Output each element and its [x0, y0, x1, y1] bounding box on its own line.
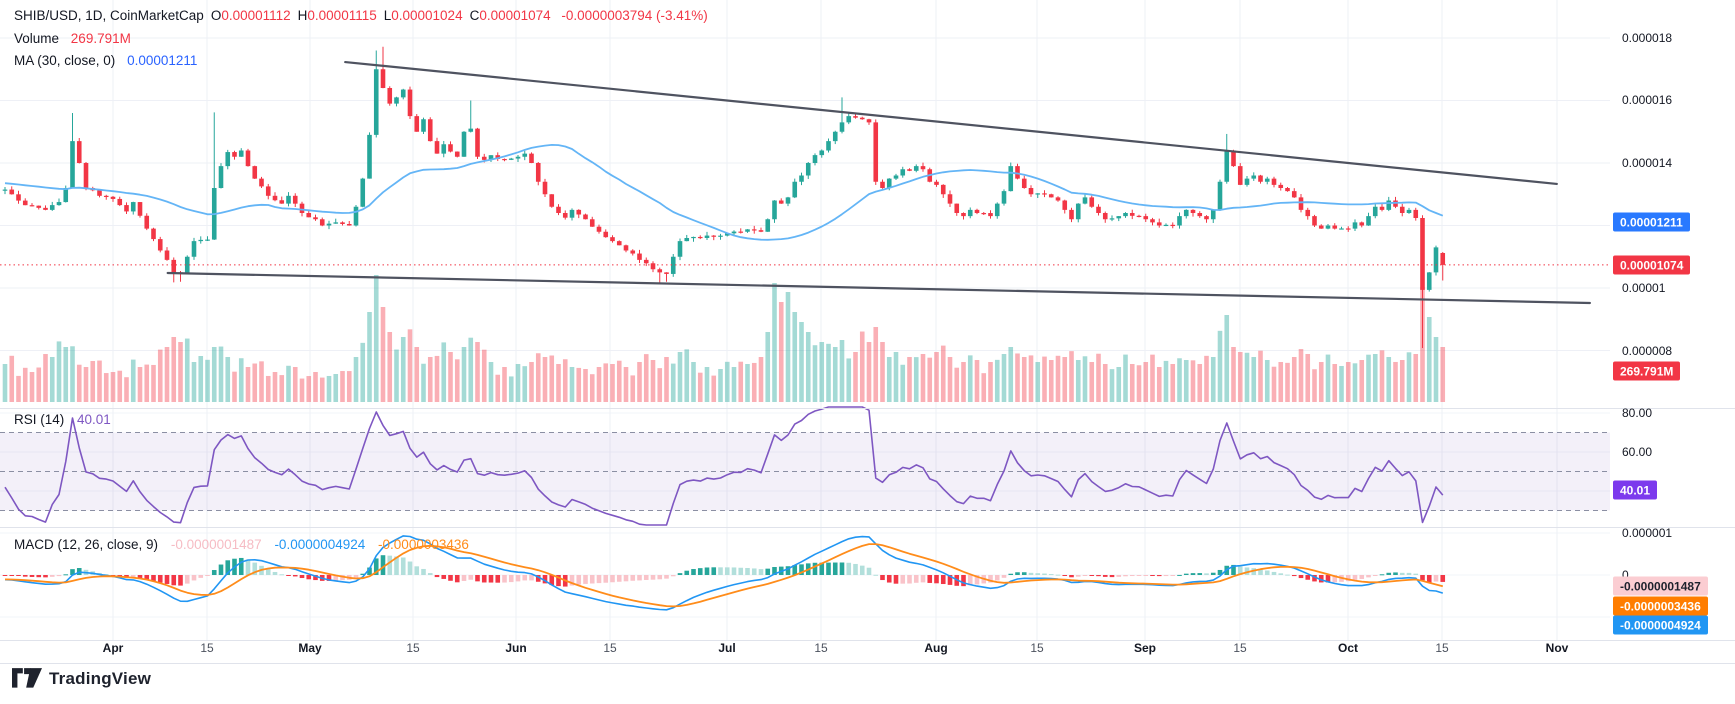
- time-axis-label: Sep: [1133, 641, 1157, 655]
- price-axis-label: 0: [1622, 568, 1629, 582]
- time-axis-label: Jun: [505, 641, 527, 655]
- time-axis-label: 15: [200, 641, 214, 655]
- macd-signal-value: -0.0000003436: [378, 537, 469, 552]
- tradingview-logo-icon: [12, 668, 42, 688]
- price-axis-label: 0.000016: [1622, 93, 1673, 107]
- volume-legend-row: Volume 269.791M: [14, 31, 131, 46]
- price-axis-badge: -0.0000001487: [1613, 576, 1708, 596]
- chart-bottom-border: [0, 663, 1735, 664]
- change-value: -0.0000003794 (-3.41%): [561, 8, 708, 23]
- time-axis-label: Jul: [718, 641, 736, 655]
- volume-label[interactable]: Volume: [14, 31, 60, 46]
- time-axis-label: 15: [603, 641, 617, 655]
- volume-value: 269.791M: [70, 31, 131, 46]
- low-value: 0.00001024: [391, 8, 463, 23]
- price-axis-badge: 40.01: [1613, 480, 1658, 500]
- rsi-label[interactable]: RSI (14): [14, 412, 65, 427]
- time-axis-label: Nov: [1545, 641, 1569, 655]
- macd-legend-row: MACD (12, 26, close, 9) -0.0000001487 -0…: [14, 537, 469, 552]
- pane-separator-time-axis: [0, 640, 1735, 641]
- time-axis-label: 15: [1030, 641, 1044, 655]
- ma-legend-row: MA (30, close, 0) 0.00001211: [14, 53, 197, 68]
- tradingview-logo[interactable]: TradingView: [12, 668, 151, 690]
- open-label: O: [210, 8, 222, 23]
- tradingview-logo-text: TradingView: [49, 669, 152, 688]
- symbol-title[interactable]: SHIB/USD, 1D, CoinMarketCap: [14, 8, 204, 23]
- rsi-value: 40.01: [77, 412, 111, 427]
- time-axis-label: 15: [814, 641, 828, 655]
- time-axis-label: Oct: [1337, 641, 1359, 655]
- time-axis-label: 15: [1435, 641, 1449, 655]
- macd-hist-value: -0.0000001487: [170, 537, 262, 552]
- price-axis-label: 0.000008: [1622, 344, 1673, 358]
- time-axis-label: Apr: [102, 641, 124, 655]
- price-axis-label: 0.000014: [1622, 156, 1673, 170]
- close-label: C: [469, 8, 480, 23]
- price-axis-badge: -0.0000004924: [1613, 615, 1708, 635]
- price-axis-badge: 0.00001211: [1613, 212, 1690, 232]
- time-axis-label: 15: [1233, 641, 1247, 655]
- price-axis-label: 0.000018: [1622, 31, 1673, 45]
- price-axis-label: 0.000001: [1622, 526, 1673, 540]
- time-axis-label: Aug: [924, 641, 948, 655]
- price-axis-badge: -0.0000003436: [1613, 596, 1708, 616]
- high-value: 0.00001115: [307, 8, 377, 23]
- ma-value: 0.00001211: [127, 53, 198, 68]
- close-value: 0.00001074: [479, 8, 551, 23]
- pane-separator-rsi-macd[interactable]: [0, 527, 1735, 528]
- price-axis-badge: 269.791M: [1613, 361, 1681, 381]
- high-label: H: [297, 8, 308, 23]
- open-value: 0.00001112: [221, 8, 291, 23]
- low-label: L: [383, 8, 392, 23]
- time-axis-label: 15: [406, 641, 420, 655]
- time-axis-label: May: [298, 641, 322, 655]
- rsi-legend-row: RSI (14) 40.01: [14, 412, 111, 427]
- macd-label[interactable]: MACD (12, 26, close, 9): [14, 537, 159, 552]
- price-axis-label: 80.00: [1622, 406, 1653, 420]
- macd-line-value: -0.0000004924: [274, 537, 366, 552]
- ma-label[interactable]: MA (30, close, 0): [14, 53, 116, 68]
- price-axis-label: 60.00: [1622, 445, 1653, 459]
- symbol-legend-row: SHIB/USD, 1D, CoinMarketCap O0.00001112 H0…: [14, 8, 708, 23]
- pane-separator-volume-rsi[interactable]: [0, 408, 1735, 409]
- price-axis-badge: 0.00001074: [1613, 255, 1691, 275]
- price-axis-label: 0.00001: [1622, 281, 1666, 295]
